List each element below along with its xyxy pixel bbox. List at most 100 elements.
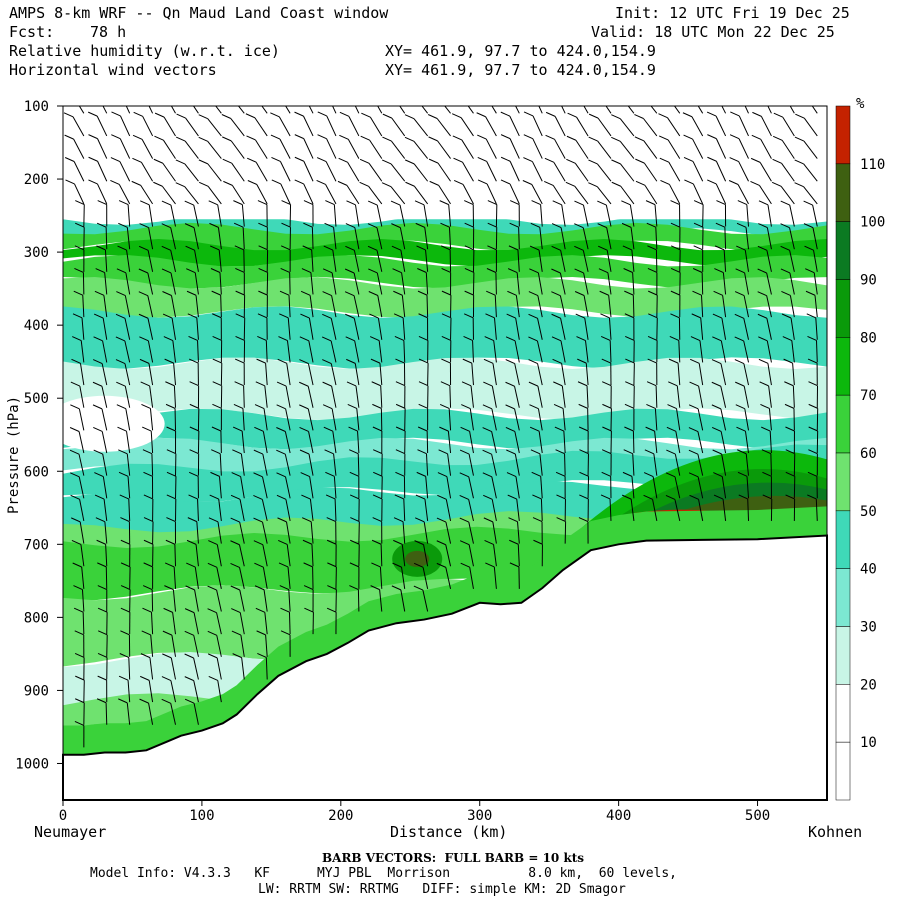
wind-barb [347,139,360,159]
wind-barb [119,161,131,182]
wind-barb [697,431,704,454]
wind-barb [308,317,314,340]
wind-barb [493,566,497,589]
wind-barb-flag [326,517,336,523]
wind-barb [630,499,635,522]
wind-barb [148,680,154,703]
wind-barb [197,498,199,521]
wind-barb-flag [500,156,511,162]
colorbar-swatch [835,337,851,396]
wind-barb-flag [208,540,218,546]
wind-barb-flag [120,539,131,545]
wind-barb [73,138,85,159]
wind-barb-flag [391,245,402,251]
wind-barb [303,183,314,205]
wind-barb-flag [611,181,621,187]
wind-barb [172,589,177,612]
wind-barb [194,567,199,589]
wind-barb [698,499,704,522]
wind-barb-flag [551,313,561,319]
wind-barb [643,118,658,137]
wind-barb [537,408,543,431]
wind-barb [721,453,727,476]
wind-barb [285,499,291,522]
wind-barb [609,498,612,521]
wind-barb [264,612,268,635]
wind-barb [584,340,589,363]
wind-barb [766,340,772,363]
wind-barb-flag [735,404,745,410]
wind-barb-flag [452,135,463,141]
wind-barb [173,385,177,408]
wind-barb-flag [303,222,313,228]
wind-barb [357,431,360,454]
wind-barb-flag [624,403,635,409]
wind-barb-flag [299,359,309,365]
xy-range-2: XY= 461.9, 97.7 to 424.0,154.9 [385,61,656,79]
wind-barb [391,140,406,159]
wind-barb-flag [752,111,762,117]
wind-barb-flag [230,494,241,500]
wind-barb-flag [707,156,717,162]
wind-barb-flag [222,158,232,164]
wind-barb-flag [551,336,562,342]
wind-barb-flag [372,494,383,500]
wind-barb [744,272,750,295]
wind-barb [607,272,612,295]
wind-barb-flag [120,585,131,590]
wind-barb [263,589,268,612]
y-tick-label: 1000 [15,756,49,772]
wind-barb-flag [211,426,222,432]
wind-barb-flag [199,92,208,96]
wind-barb [667,117,681,137]
wind-barb-flag [367,245,378,251]
colorbar-label: 60 [860,446,877,462]
wind-barb-flag [212,403,222,409]
y-tick-label: 500 [24,391,49,407]
wind-barb [287,566,291,589]
wind-barb-flag [207,562,218,568]
wind-barb [560,227,566,250]
wind-barb [655,385,658,408]
wind-barb [303,138,314,159]
wind-barb [216,657,222,680]
wind-barb-flag [804,245,814,251]
wind-barb [215,106,222,114]
y-axis: 100 200 300 400 500 600 700 800 900 1000 [15,99,63,772]
wind-barb-flag [805,290,816,296]
wind-barb-flag [729,134,740,140]
wind-barb [376,227,383,250]
wind-barb-flag [762,494,772,500]
wind-barb-flag [392,268,402,274]
wind-barb-flag [210,268,221,273]
wind-barb [766,318,772,340]
wind-barb-flag [393,517,404,523]
wind-barb-flag [806,313,816,319]
wind-barb-flag [415,494,426,500]
wind-barb [207,163,222,182]
wind-barb [171,635,177,657]
wind-barb-flag [163,607,173,613]
wind-barb-flag [690,358,700,364]
wind-barb [101,408,108,431]
wind-barb [631,249,635,272]
wind-barb-flag [760,403,770,409]
wind-barb-flag [547,89,556,93]
wind-barb-flag [670,313,680,319]
wind-barb-flag [762,471,772,477]
wind-barb-flag [88,179,98,185]
wind-barb [803,163,818,182]
wind-barb-flag [120,517,130,523]
wind-barb [449,385,452,408]
wind-barb [509,161,520,182]
wind-barb-flag [692,268,703,273]
wind-barb-flag [96,698,107,704]
wind-barb-flag [344,291,355,297]
wind-barb-flag [162,291,172,296]
wind-barb-flag [588,136,598,142]
wind-barb [194,272,199,295]
rh-dry-pocket [63,395,165,452]
wind-barb [445,567,452,589]
wind-barb-flag [405,181,415,187]
wind-barb [608,317,612,340]
